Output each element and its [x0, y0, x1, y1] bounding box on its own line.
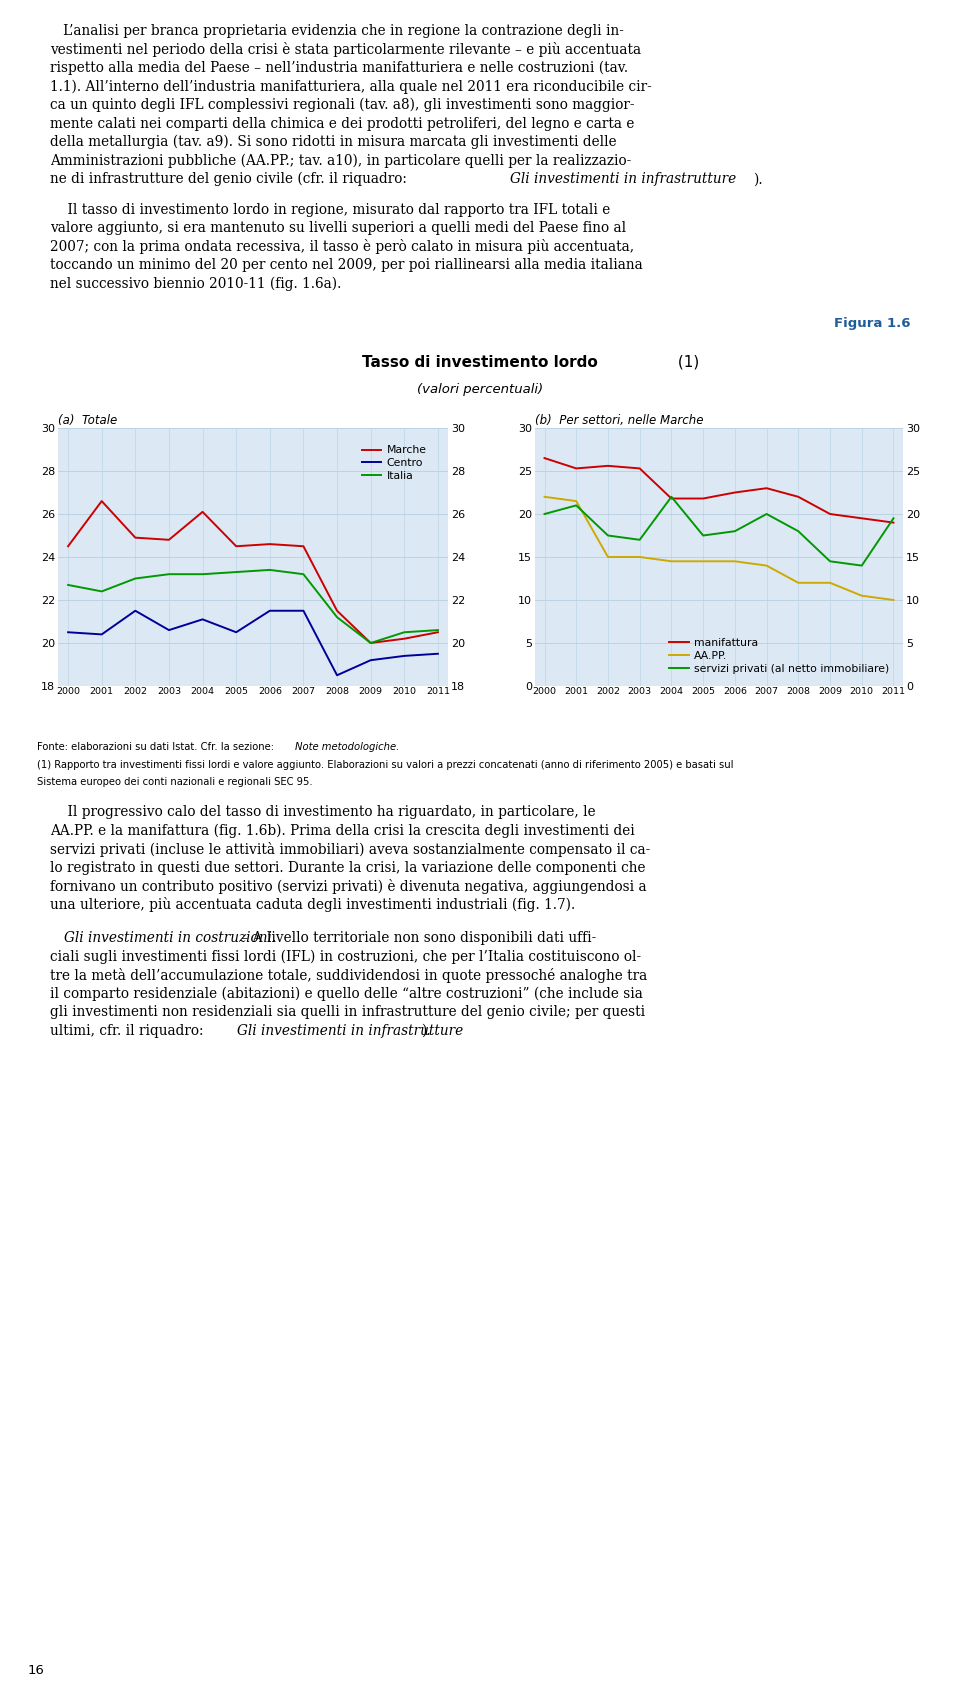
Text: Amministrazioni pubbliche (AA.PP.; tav. a10), in particolare quelli per la reali: Amministrazioni pubbliche (AA.PP.; tav. … — [50, 153, 632, 168]
Text: Fonte: elaborazioni su dati Istat. Cfr. la sezione:: Fonte: elaborazioni su dati Istat. Cfr. … — [37, 742, 277, 752]
Text: 1.1). All’interno dell’industria manifatturiera, alla quale nel 2011 era ricondu: 1.1). All’interno dell’industria manifat… — [50, 80, 652, 94]
Text: vestimenti nel periodo della crisi è stata particolarmente rilevante – e più acc: vestimenti nel periodo della crisi è sta… — [50, 43, 641, 58]
Text: ne di infrastrutture del genio civile (cfr. il riquadro:: ne di infrastrutture del genio civile (c… — [50, 172, 411, 187]
Legend: Marche, Centro, Italia: Marche, Centro, Italia — [357, 441, 431, 485]
Text: Gli investimenti in infrastrutture: Gli investimenti in infrastrutture — [510, 172, 736, 186]
Text: L’analisi per branca proprietaria evidenzia che in regione la contrazione degli : L’analisi per branca proprietaria eviden… — [50, 24, 624, 37]
Text: Gli investimenti in costruzioni.: Gli investimenti in costruzioni. — [63, 931, 276, 945]
Text: ultimi, cfr. il riquadro:: ultimi, cfr. il riquadro: — [50, 1023, 208, 1038]
Text: AA.PP. e la manifattura (fig. 1.6b). Prima della crisi la crescita degli investi: AA.PP. e la manifattura (fig. 1.6b). Pri… — [50, 824, 635, 837]
Text: della metallurgia (tav. a9). Si sono ridotti in misura marcata gli investimenti : della metallurgia (tav. a9). Si sono rid… — [50, 134, 616, 150]
Text: (1): (1) — [674, 356, 700, 369]
Text: Gli investimenti in infrastrutture: Gli investimenti in infrastrutture — [237, 1023, 464, 1038]
Text: servizi privati (incluse le attività immobiliari) aveva sostanzialmente compensa: servizi privati (incluse le attività imm… — [50, 842, 650, 856]
Text: il comparto residenziale (abitazioni) e quello delle “altre costruzioni” (che in: il comparto residenziale (abitazioni) e … — [50, 987, 643, 1001]
Text: mente calati nei comparti della chimica e dei prodotti petroliferi, del legno e : mente calati nei comparti della chimica … — [50, 117, 635, 131]
Text: fornivano un contributo positivo (servizi privati) è divenuta negativa, aggiunge: fornivano un contributo positivo (serviz… — [50, 878, 647, 894]
Text: Tasso di investimento lordo: Tasso di investimento lordo — [362, 356, 598, 369]
Text: ).: ). — [753, 172, 762, 186]
Text: 16: 16 — [28, 1665, 45, 1678]
Text: tre la metà dell’accumulazione totale, suddividendosi in quote pressoché analogh: tre la metà dell’accumulazione totale, s… — [50, 968, 647, 982]
Legend: manifattura, AA.PP., servizi privati (al netto immobiliare): manifattura, AA.PP., servizi privati (al… — [665, 633, 894, 677]
Text: rispetto alla media del Paese – nell’industria manifatturiera e nelle costruzion: rispetto alla media del Paese – nell’ind… — [50, 61, 628, 75]
Text: nel successivo biennio 2010-11 (fig. 1.6a).: nel successivo biennio 2010-11 (fig. 1.6… — [50, 276, 342, 291]
Text: – A livello territoriale non sono disponibili dati uffi-: – A livello territoriale non sono dispon… — [237, 931, 597, 945]
Text: (b)  Per settori, nelle Marche: (b) Per settori, nelle Marche — [535, 414, 704, 427]
Text: gli investimenti non residenziali sia quelli in infrastrutture del genio civile;: gli investimenti non residenziali sia qu… — [50, 1006, 645, 1019]
Text: 2007; con la prima ondata recessiva, il tasso è però calato in misura più accent: 2007; con la prima ondata recessiva, il … — [50, 240, 635, 254]
Text: ciali sugli investimenti fissi lordi (IFL) in costruzioni, che per l’Italia cost: ciali sugli investimenti fissi lordi (IF… — [50, 950, 641, 963]
Text: Il progressivo calo del tasso di investimento ha riguardato, in particolare, le: Il progressivo calo del tasso di investi… — [50, 805, 595, 819]
Text: (1) Rapporto tra investimenti fissi lordi e valore aggiunto. Elaborazioni su val: (1) Rapporto tra investimenti fissi lord… — [37, 761, 733, 771]
Text: toccando un minimo del 20 per cento nel 2009, per poi riallinearsi alla media it: toccando un minimo del 20 per cento nel … — [50, 259, 643, 272]
Text: Sistema europeo dei conti nazionali e regionali SEC 95.: Sistema europeo dei conti nazionali e re… — [37, 778, 313, 786]
Text: Note metodologiche.: Note metodologiche. — [295, 742, 399, 752]
Text: lo registrato in questi due settori. Durante la crisi, la variazione delle compo: lo registrato in questi due settori. Dur… — [50, 861, 645, 875]
Text: Figura 1.6: Figura 1.6 — [833, 318, 910, 330]
Text: (a)  Totale: (a) Totale — [58, 414, 117, 427]
Text: ).: ). — [421, 1023, 431, 1038]
Text: (valori percentuali): (valori percentuali) — [417, 383, 543, 397]
Text: valore aggiunto, si era mantenuto su livelli superiori a quelli medi del Paese f: valore aggiunto, si era mantenuto su liv… — [50, 221, 626, 235]
Text: una ulteriore, più accentuata caduta degli investimenti industriali (fig. 1.7).: una ulteriore, più accentuata caduta deg… — [50, 897, 575, 912]
Text: Il tasso di investimento lordo in regione, misurato dal rapporto tra IFL totali : Il tasso di investimento lordo in region… — [50, 203, 611, 216]
Text: ca un quinto degli IFL complessivi regionali (tav. a8), gli investimenti sono ma: ca un quinto degli IFL complessivi regio… — [50, 99, 635, 112]
